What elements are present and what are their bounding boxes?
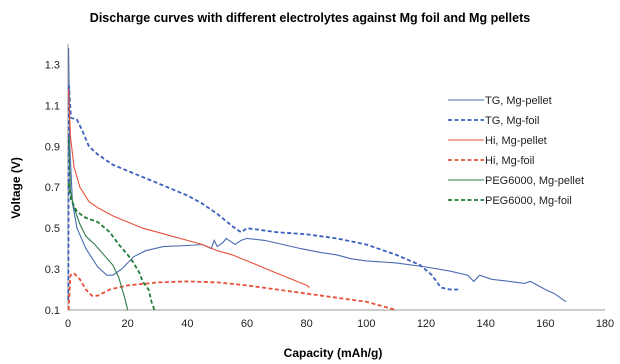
series-line-hi-mg-pellet — [68, 88, 310, 288]
y-tick-label: 0.3 — [45, 264, 60, 276]
x-tick-label: 60 — [241, 318, 253, 330]
legend-label: Hi, Mg-foil — [485, 155, 535, 167]
y-tick-label: 1.3 — [45, 59, 60, 71]
x-tick-label: 120 — [417, 318, 435, 330]
x-tick-label: 140 — [476, 318, 494, 330]
x-axis-label: Capacity (mAh/g) — [284, 346, 383, 360]
y-tick-label: 0.1 — [45, 305, 60, 317]
x-tick-label: 80 — [301, 318, 313, 330]
x-tick-label: 180 — [596, 318, 614, 330]
series-line-hi-mg-foil — [67, 272, 397, 311]
x-ticks: 0 20 40 60 80 100 120 140 160 180 — [65, 318, 614, 330]
series-line-peg6000-mg-foil — [67, 182, 156, 311]
y-tick-label: 1.1 — [45, 100, 60, 112]
y-axis-label: Voltage (V) — [9, 157, 23, 219]
legend-label: TG, Mg-pellet — [485, 95, 552, 107]
x-tick-label: 100 — [357, 318, 375, 330]
legend-label: TG, Mg-foil — [485, 115, 539, 127]
y-tick-label: 0.9 — [45, 141, 60, 153]
x-tick-label: 40 — [181, 318, 193, 330]
plot-area — [67, 48, 567, 311]
chart-title: Discharge curves with different electrol… — [90, 11, 530, 25]
x-tick-label: 160 — [536, 318, 554, 330]
series-line-tg-mg-foil — [67, 84, 459, 300]
series-line-tg-mg-pellet — [68, 48, 567, 303]
x-tick-label: 20 — [122, 318, 134, 330]
y-tick-label: 0.5 — [45, 223, 60, 235]
x-tick-label: 0 — [65, 318, 71, 330]
legend: TG, Mg-pellet TG, Mg-foil Hi, Mg-pellet Hi,… — [448, 95, 584, 207]
y-ticks: 0.1 0.3 0.5 0.7 0.9 1.1 1.3 — [45, 59, 60, 317]
y-tick-label: 0.7 — [45, 182, 60, 194]
legend-label: PEG6000, Mg-foil — [485, 195, 572, 207]
legend-label: PEG6000, Mg-pellet — [485, 175, 584, 187]
legend-label: Hi, Mg-pellet — [485, 135, 547, 147]
